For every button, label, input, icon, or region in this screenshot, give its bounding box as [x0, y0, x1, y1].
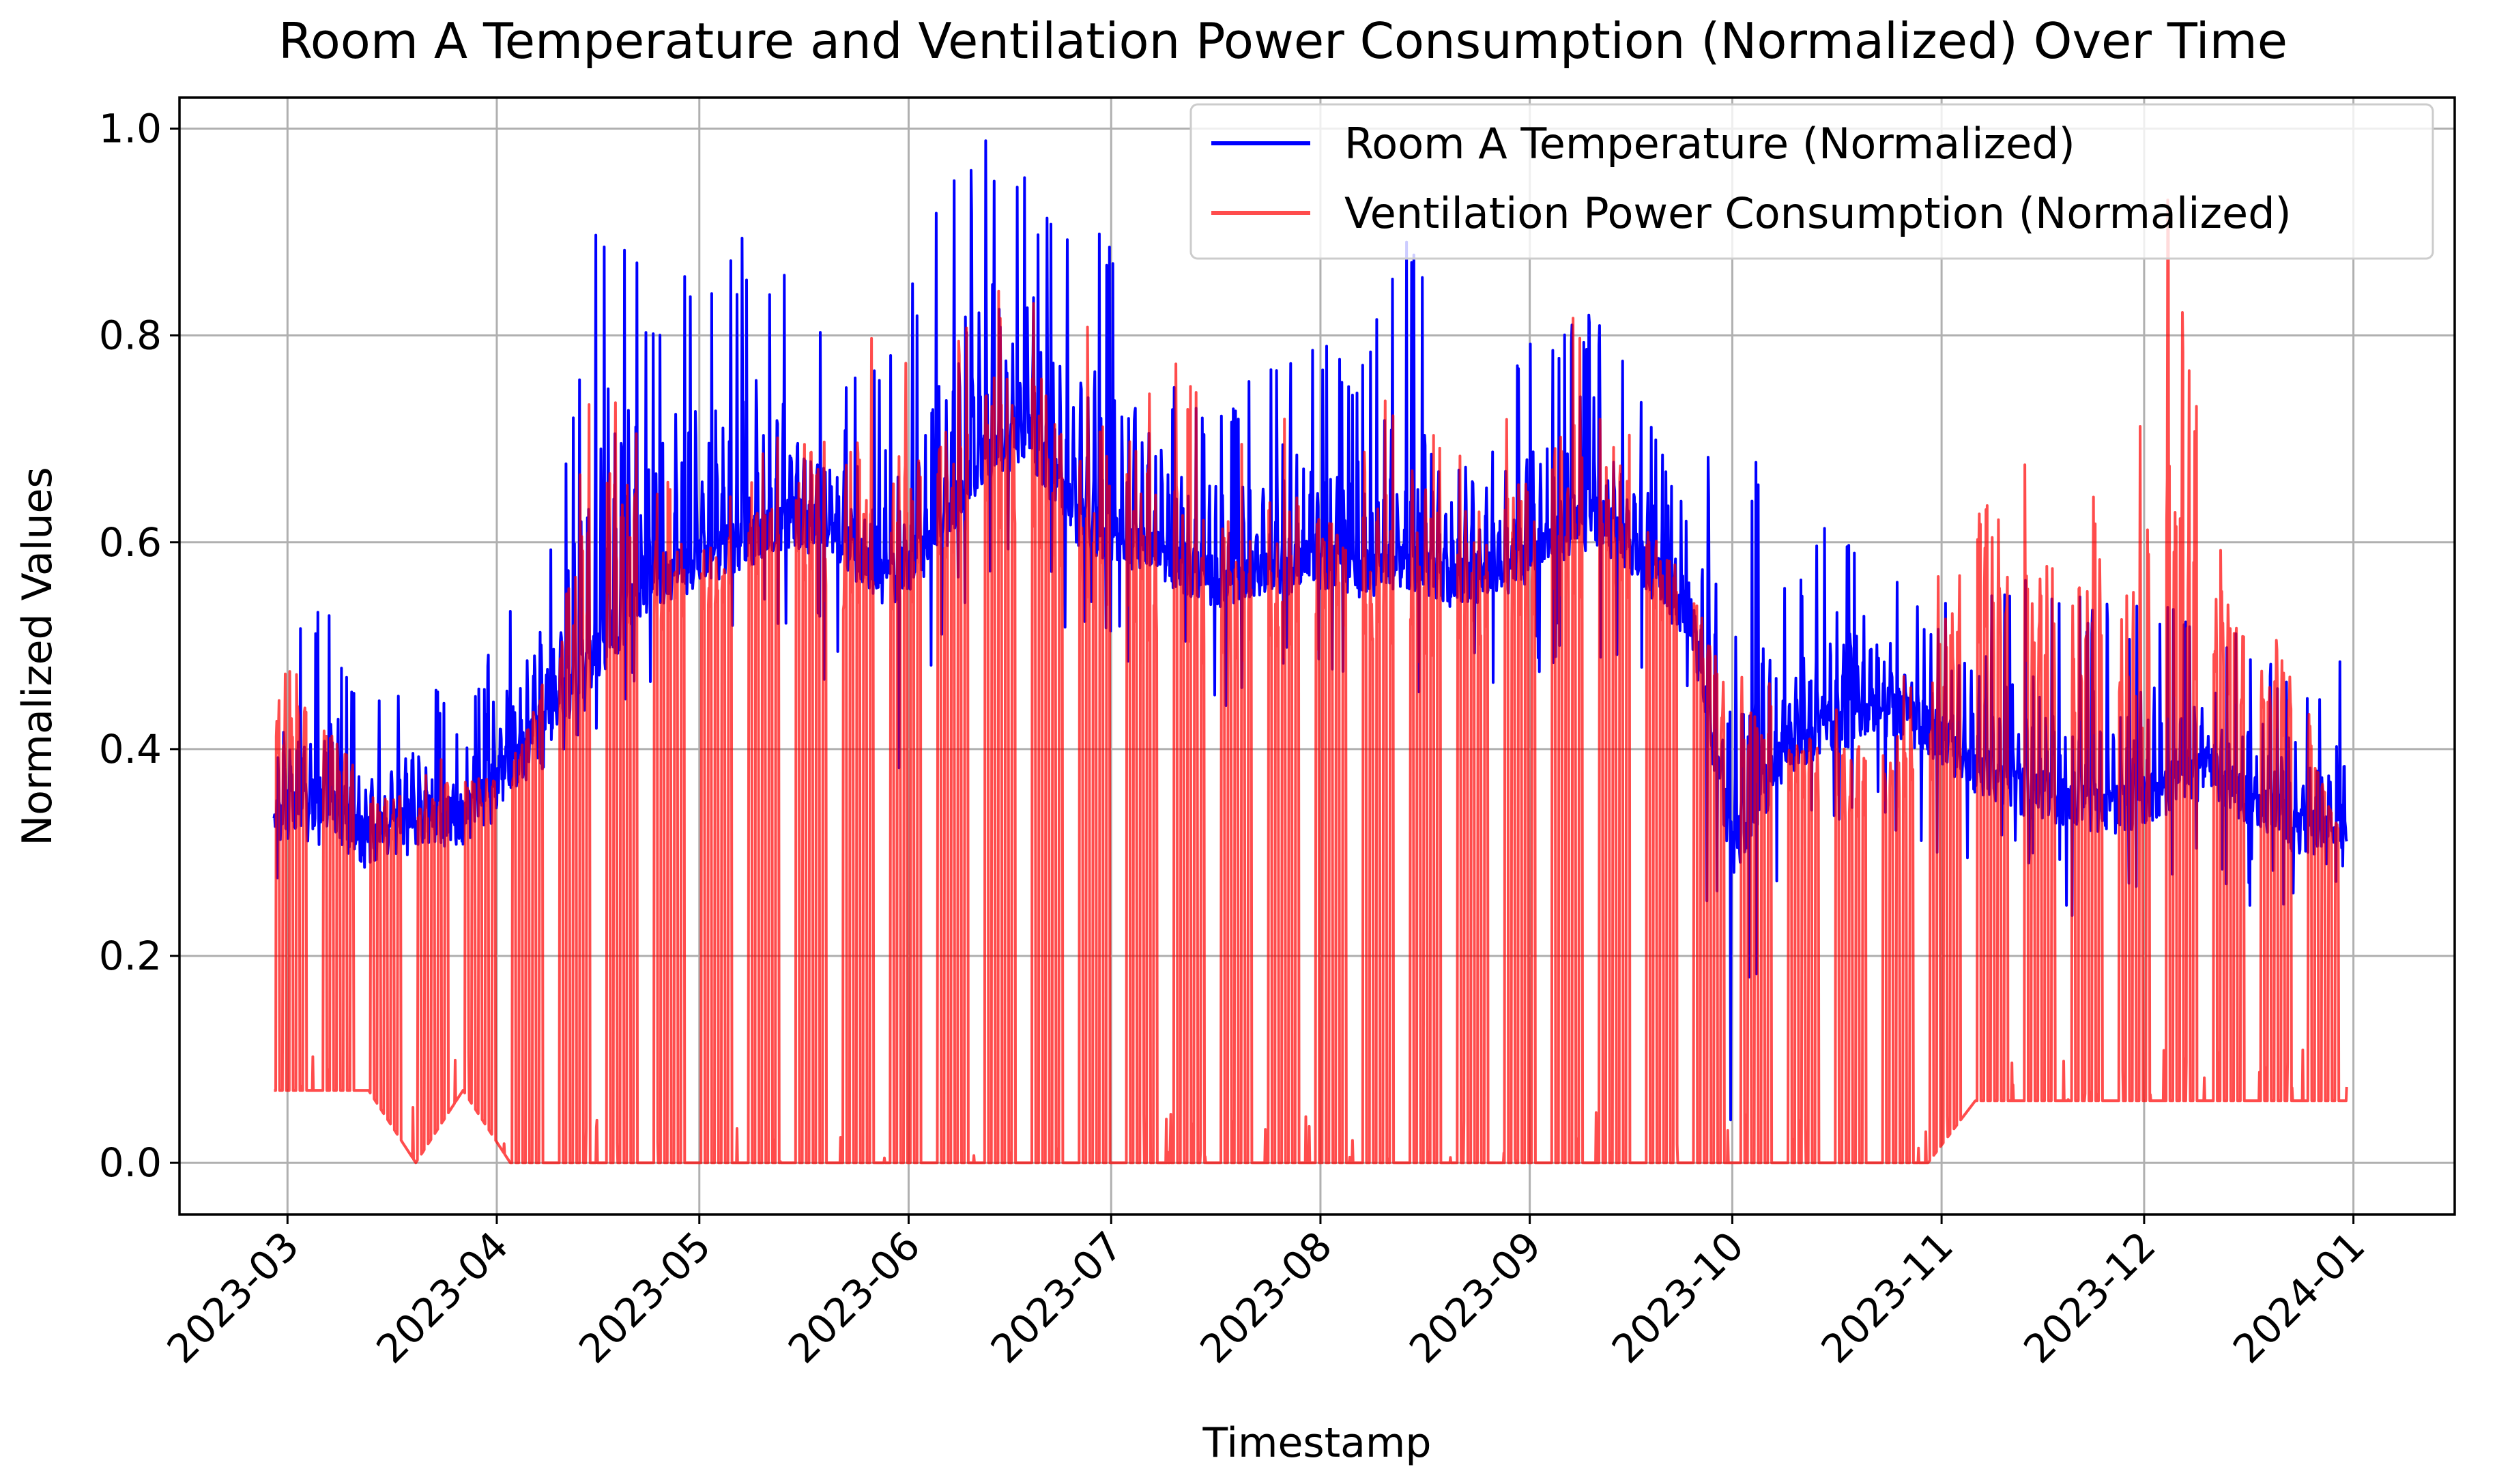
y-tick-label: 0.2 [99, 933, 162, 979]
plot-frame [178, 96, 2456, 1216]
y-tick-label: 0.0 [99, 1139, 162, 1186]
y-tick-label: 0.6 [99, 519, 162, 566]
series-line-ventilation [273, 199, 2348, 1165]
legend: Room A Temperature (Normalized) Ventilat… [1189, 103, 2434, 260]
y-tick-label: 1.0 [99, 105, 162, 151]
x-axis-label: Timestamp [1202, 1419, 1432, 1467]
series-layer [272, 139, 2348, 1165]
y-axis-label: Normalized Values [14, 467, 61, 845]
legend-label-temperature: Room A Temperature (Normalized) [1344, 119, 2075, 169]
y-tick-label: 0.4 [99, 726, 162, 772]
y-axis: 0.0 0.2 0.4 0.6 0.8 1.0 [99, 105, 179, 1186]
legend-label-ventilation: Ventilation Power Consumption (Normalize… [1344, 188, 2292, 238]
plot-area [272, 139, 2348, 1165]
chart-title: Room A Temperature and Ventilation Power… [278, 12, 2287, 70]
y-tick-label: 0.8 [99, 312, 162, 359]
legend-box [1189, 103, 2434, 260]
